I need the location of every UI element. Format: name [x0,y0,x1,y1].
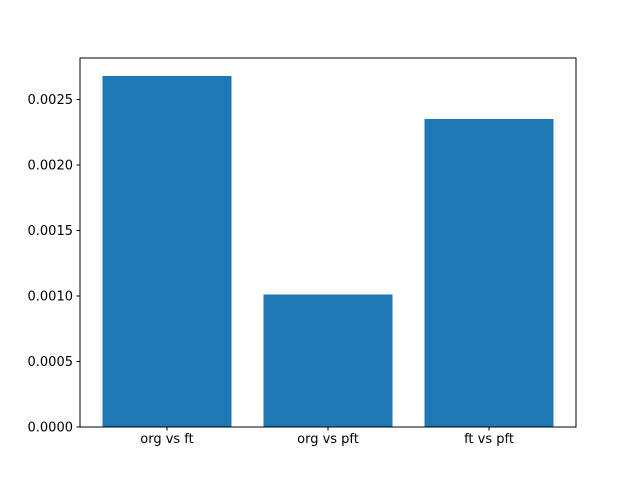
y-tick-label: 0.0015 [28,224,74,239]
x-tick-label: ft vs pft [464,432,514,447]
bar-org-vs-pft [263,294,393,427]
bar-ft-vs-pft [424,119,554,427]
x-tick-label: org vs pft [297,432,359,447]
y-tick-label: 0.0020 [28,159,74,174]
y-tick-label: 0.0000 [28,421,74,436]
bar-org-vs-ft [102,75,232,428]
y-tick-label: 0.0025 [28,93,74,108]
y-tick-label: 0.0010 [28,290,74,305]
x-tick-label: org vs ft [140,432,194,447]
y-tick-label: 0.0005 [28,355,74,370]
